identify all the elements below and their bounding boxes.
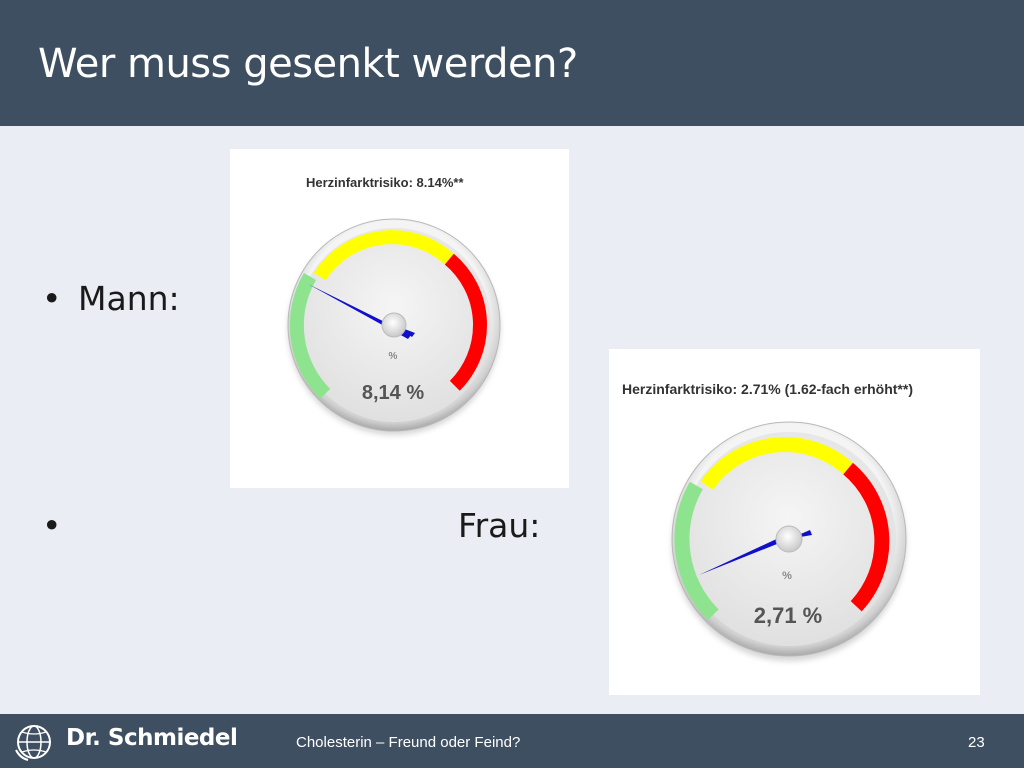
bullet-frau-label: Frau: (458, 506, 541, 545)
gauge-frau-caption: Herzinfarktrisiko: 2.71% (1.62-fach erhö… (622, 381, 913, 397)
gauge-mann-yellow-zone (313, 230, 454, 281)
gauge-frau-red-zone (843, 462, 890, 612)
gauge-frau-readout: 2,71 % (754, 603, 823, 628)
brand-name: Dr. Schmiedel (66, 725, 238, 751)
page-number: 23 (968, 734, 985, 751)
brand-logo-icon (15, 725, 51, 761)
gauge-frau-green-zone (674, 481, 719, 621)
slide-title: Wer muss gesenkt werden? (38, 41, 578, 87)
gauge-mann-green-zone (289, 272, 331, 399)
gauge-panel-frau: Herzinfarktrisiko: 2.71% (1.62-fach erhö… (609, 349, 980, 695)
bullet-mann-label: Mann: (78, 279, 180, 318)
gauge-frau: Herzinfarktrisiko: 2.71% (1.62-fach erhö… (622, 381, 913, 661)
gauge-mann: Herzinfarktrisiko: 8.14%** (287, 175, 501, 435)
gauge-mann-readout: 8,14 % (362, 382, 424, 404)
footer-topic: Cholesterin – Freund oder Feind? (296, 734, 521, 751)
gauge-frau-yellow-zone (700, 437, 854, 490)
gauge-frau-hub (775, 525, 803, 553)
gauge-frau-unit: % (782, 570, 792, 582)
slide-footer: Dr. Schmiedel Cholesterin – Freund oder … (0, 714, 1024, 768)
gauge-panel-mann: Herzinfarktrisiko: 8.14%** (230, 149, 569, 488)
gauge-mann-red-zone (444, 253, 488, 391)
slide-header: Wer muss gesenkt werden? (0, 0, 1024, 126)
gauge-mann-unit: % (389, 351, 398, 362)
bullet-mann-marker: • (42, 279, 62, 318)
gauge-mann-hub (381, 312, 407, 338)
gauge-mann-caption: Herzinfarktrisiko: 8.14%** (306, 175, 464, 190)
bullet-frau-marker: • (42, 506, 62, 545)
